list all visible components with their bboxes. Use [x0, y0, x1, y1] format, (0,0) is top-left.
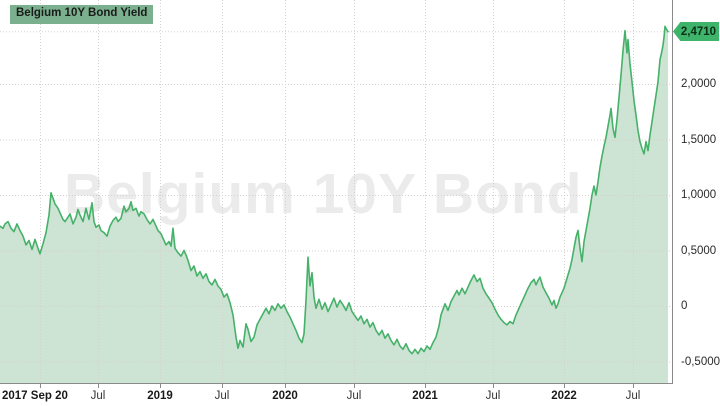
y-axis-label: 0,5000 — [681, 244, 717, 257]
x-axis-label: Jul — [485, 390, 501, 402]
current-value-flag: 2,4710 — [673, 22, 719, 41]
x-axis-tick — [222, 384, 223, 388]
chart-title-badge: Belgium 10Y Bond Yield — [10, 5, 154, 24]
y-axis-label: 1,0000 — [681, 189, 717, 201]
x-axis-tick — [564, 384, 565, 388]
y-axis-label: -0,5000 — [681, 355, 720, 368]
series-area-fill — [0, 26, 668, 383]
x-axis-tick — [40, 384, 41, 388]
x-axis-tick — [493, 384, 494, 388]
y-axis-label: 2,0000 — [681, 78, 717, 90]
x-axis-label: Jul — [214, 390, 230, 402]
x-axis-label: 2022 — [551, 390, 577, 402]
x-axis-tick — [633, 384, 634, 388]
x-axis-label: 2021 — [412, 390, 438, 402]
series-line — [0, 25, 669, 355]
x-axis-label: 2020 — [272, 390, 298, 402]
x-axis-tick — [160, 384, 161, 388]
x-axis: 2017 Sep 20 Jul 2019 Jul 2020 Jul 2021 Jul 2022… — [0, 383, 720, 406]
x-axis-label: Jul — [346, 390, 362, 402]
y-axis-label: 1,5000 — [681, 133, 717, 146]
x-axis-tick — [98, 384, 99, 388]
x-axis-tick — [354, 384, 355, 388]
x-axis-tick — [285, 384, 286, 388]
x-axis-tick — [425, 384, 426, 388]
watermark-text: Belgium 10Y Bond — [64, 162, 583, 226]
chart-canvas: Belgium 10Y Bond — [0, 0, 672, 383]
x-axis-start-label: 2017 Sep 20 — [2, 390, 68, 402]
x-axis-label: 2019 — [147, 390, 173, 402]
plot-area[interactable]: Belgium 10Y Bond — [0, 0, 673, 384]
x-axis-label: Jul — [625, 390, 641, 402]
y-axis-label: 0 — [681, 300, 688, 312]
x-axis-label: Jul — [90, 390, 106, 402]
y-axis: 2,0000 1,5000 1,0000 0,5000 0 -0,5000 — [672, 0, 720, 383]
